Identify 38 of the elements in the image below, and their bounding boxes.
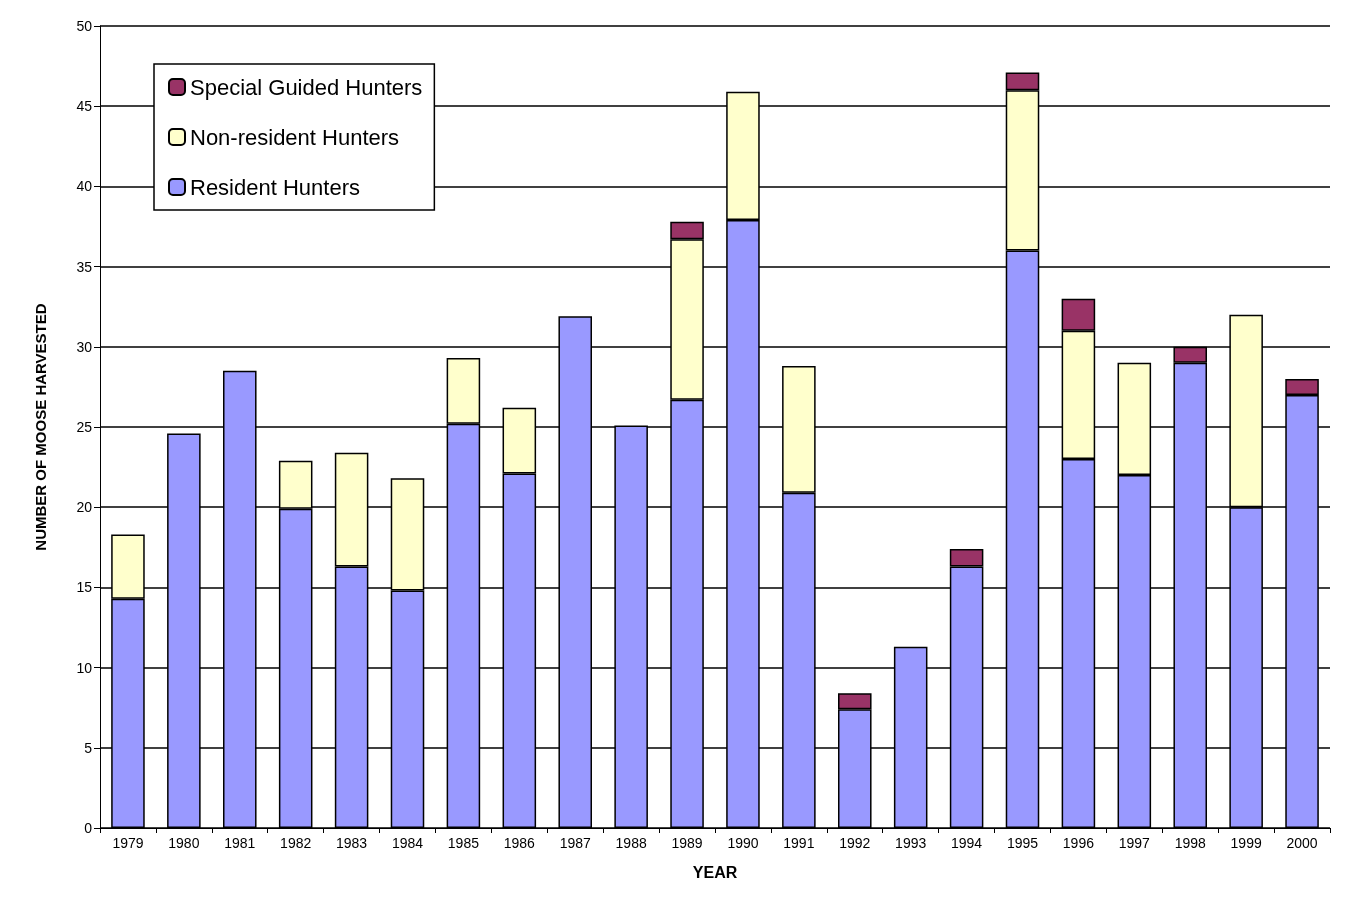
y-tick-label: 5	[84, 739, 93, 756]
x-tick-label: 1998	[1174, 835, 1207, 851]
legend-label: Resident Hunters	[190, 174, 360, 200]
y-axis-title: NUMBER OF MOOSE HARVESTED	[32, 303, 49, 551]
y-tick-label: 25	[76, 419, 93, 435]
y-tick-label: 0	[84, 820, 93, 836]
x-tick-label: 1986	[503, 835, 536, 851]
y-tick-label: 45	[76, 98, 93, 115]
x-tick-label: 1994	[951, 835, 983, 851]
y-tick-label: 40	[76, 178, 93, 195]
x-tick-label: 1988	[615, 835, 647, 851]
x-tick-label: 1984	[391, 835, 424, 851]
x-axis-title: YEAR	[692, 863, 738, 881]
x-tick-label: 1981	[224, 835, 256, 851]
y-tick-label: 15	[76, 579, 93, 596]
x-tick-label: 1990	[727, 835, 759, 851]
y-tick-label: 30	[76, 338, 93, 355]
x-tick-label: 1983	[336, 835, 368, 851]
x-tick-label: 1996	[1062, 835, 1095, 851]
legend-label: Non-resident Hunters	[190, 124, 400, 150]
x-tick-label: 1987	[559, 835, 592, 851]
x-tick-label: 1995	[1006, 835, 1039, 851]
x-tick-label: 1992	[839, 835, 871, 851]
x-tick-label: 1991	[783, 835, 815, 851]
y-tick-label: 50	[76, 18, 93, 34]
x-tick-label: 1980	[168, 835, 200, 851]
x-tick-label: 1997	[1118, 835, 1151, 851]
x-tick-label: 1989	[671, 835, 703, 851]
legend-label: Special Guided Hunters	[190, 74, 423, 100]
x-tick-label: 1985	[447, 835, 480, 851]
y-tick-label: 20	[76, 499, 93, 516]
x-tick-label: 1999	[1230, 835, 1262, 851]
y-tick-label: 10	[76, 659, 93, 676]
x-tick-label: 1982	[280, 835, 312, 851]
x-tick-label: 2000	[1286, 835, 1318, 851]
x-tick-label: 1993	[895, 835, 927, 851]
x-tick-label: 1979	[112, 835, 144, 851]
y-tick-label: 35	[76, 258, 93, 275]
